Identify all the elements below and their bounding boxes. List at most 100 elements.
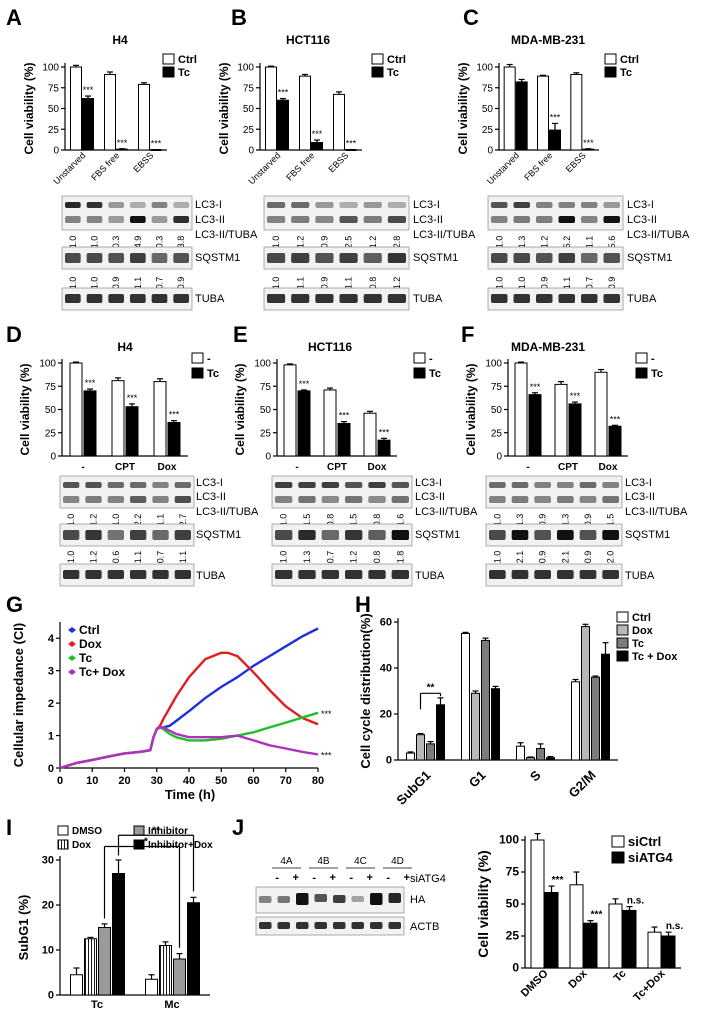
lc3-ii-label: LC3-II: [195, 214, 225, 226]
siatg4-label: siATG4: [410, 873, 446, 885]
sirna-sign: -: [312, 872, 316, 884]
significance-marker: ***: [321, 709, 332, 719]
y-axis-label: Cell viability (%): [233, 363, 247, 455]
legend-label-Tc: Tc: [651, 368, 663, 380]
legend-swatch-Ctrl: [371, 53, 384, 65]
sqstm1-blot-band: [513, 253, 530, 263]
legend-marker-Ctrl: [68, 627, 76, 633]
y-tick-label: 100: [237, 63, 254, 74]
bar-Tc-Unstarved: [277, 99, 289, 151]
y-tick-label: 0: [48, 763, 54, 775]
tuba-blot: [263, 287, 410, 311]
lc3-i-band: [152, 482, 169, 488]
sqstm1-blot-band: [603, 253, 620, 263]
sqstm1-blot-band: [174, 530, 191, 540]
x-axis-label: Time (h): [165, 787, 215, 802]
bar-Ctrl-EBSS: [570, 73, 583, 151]
legend-swatch-siATG4: [611, 851, 625, 864]
lc3-ii-band: [130, 216, 146, 223]
legend-label-Tc: Tc: [207, 368, 219, 380]
sqstm1-ratio-value: 0.9: [539, 277, 549, 290]
tuba-blot: [485, 563, 623, 587]
tuba-blot-band: [107, 570, 124, 579]
y-tick-label: 0: [386, 755, 392, 767]
lc3-ratio-value: 0.9: [319, 236, 329, 249]
lc3-i-band: [602, 482, 619, 488]
y-axis-label: Cell viability (%): [456, 62, 470, 154]
lc3-ii-band: [387, 216, 406, 223]
sirna-sign: +: [330, 872, 336, 884]
tuba-blot-band: [174, 570, 191, 579]
x-category-label: DMSO: [519, 967, 551, 999]
tuba-blot: [61, 287, 193, 311]
legend-label-Tc+ Dox: Tc+ Dox: [79, 665, 125, 679]
sqstm1-blot-band: [339, 253, 358, 263]
panel-label-F: F: [461, 322, 474, 347]
lc3-ratio-value: 1.0: [492, 514, 502, 527]
lc3-ratio-value: 1.3: [515, 514, 525, 527]
y-tick-label: 100: [499, 833, 519, 847]
x-tick-label: 10: [86, 775, 98, 787]
sqstm1-blot-band: [391, 530, 409, 540]
lc3-i-band: [536, 202, 553, 208]
legend-label-Ctrl: Ctrl: [387, 54, 406, 66]
lc3-ratio-value: 1.3: [517, 236, 527, 249]
legend-label-Tc + Dox: Tc + Dox: [632, 651, 678, 663]
sqstm1-blot-band: [534, 530, 551, 540]
sqstm1-label: SQSTM1: [195, 252, 240, 264]
y-tick-label: 75: [243, 83, 255, 94]
legend-swatch-Tc: [162, 66, 175, 78]
bar-Inhibitor+Dox-Tc: [112, 873, 125, 996]
lc3-ii-band: [86, 216, 103, 223]
ha-blot-band: [296, 893, 309, 905]
bar-Tc-CPT: [337, 422, 351, 457]
tuba-label: TUBA: [196, 570, 226, 582]
lc3-ii-label: LC3-II: [415, 491, 445, 503]
panel-label-A: A: [6, 5, 22, 30]
panel-label-C: C: [463, 5, 479, 30]
lc3-ii-label: LC3-II: [196, 491, 226, 503]
x-category-label: -: [526, 462, 529, 473]
lc3-ii-band: [489, 496, 506, 503]
legend-label-siATG4: siATG4: [628, 850, 673, 865]
sqstm1-ratio-value: 0.9: [176, 277, 186, 290]
sirna-sign: -: [386, 872, 390, 884]
tuba-blot-band: [489, 570, 506, 579]
sqstm1-ratio-value: 0.7: [325, 551, 335, 564]
y-tick-label: 100: [254, 359, 271, 370]
significance-marker: *: [144, 837, 148, 848]
lc3-i-band: [581, 202, 598, 208]
sirna-sign: -: [275, 872, 279, 884]
tuba-blot-band: [339, 294, 358, 303]
tuba-label: TUBA: [627, 293, 657, 305]
x-category-label: Mc: [164, 999, 179, 1011]
significance-marker: **: [152, 825, 160, 836]
lc3-i-band: [489, 482, 506, 488]
sirna-sign: +: [367, 872, 373, 884]
lc3-ratio-value: 1.5: [302, 514, 312, 527]
lc3-ratio-value: 2.8: [392, 236, 402, 249]
sqstm1-ratio-value: 0.9: [607, 277, 617, 290]
lc3-ii-band: [391, 496, 409, 503]
panel-label-H: H: [355, 592, 371, 617]
actb-blot-band: [277, 922, 290, 929]
lc3-i-label: LC3-I: [625, 477, 652, 489]
lc3-ratio-value: 1.2: [89, 514, 99, 527]
lc3-ii-band: [511, 496, 529, 503]
sirna-sign: +: [293, 872, 299, 884]
significance-marker: ***: [583, 138, 594, 148]
sqstm1-ratio-value: 0.7: [155, 277, 165, 290]
significance-marker: ***: [550, 112, 561, 122]
tuba-blot-band: [85, 570, 102, 579]
y-axis-label: Cell cycle distribution(%): [358, 613, 373, 768]
panel-title: H4: [117, 340, 133, 354]
significance-marker: n.s.: [666, 921, 683, 932]
sqstm1-blot-band: [511, 530, 529, 540]
x-category-label: EBSS: [564, 150, 588, 174]
lc3-i-band: [173, 202, 189, 208]
ratio-label: LC3-II/TUBA: [625, 506, 688, 518]
bar-Ctrl-Unstarved: [503, 66, 516, 151]
lc3-i-label: LC3-I: [627, 199, 654, 211]
sqstm1-blot-band: [108, 253, 124, 263]
tuba-blot-band: [173, 294, 189, 303]
